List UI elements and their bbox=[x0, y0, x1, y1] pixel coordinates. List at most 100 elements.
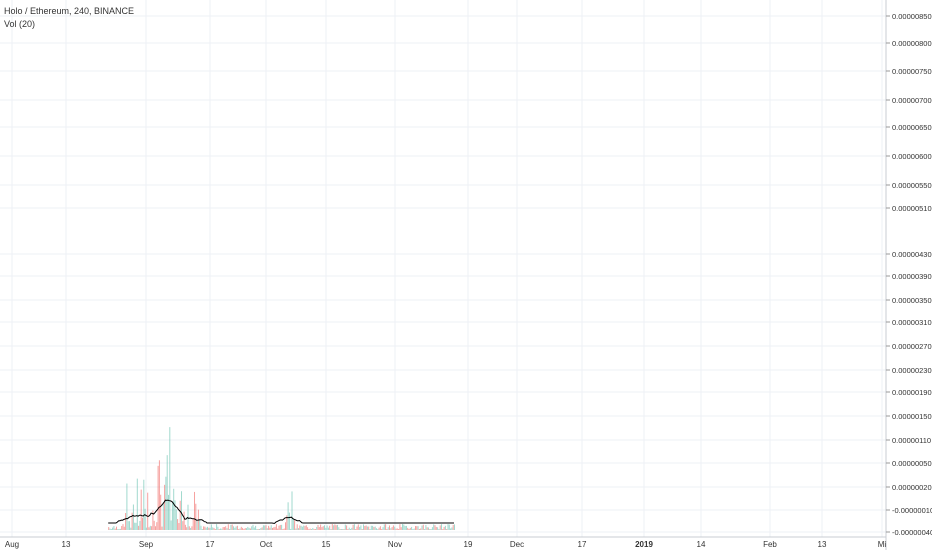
volume-bar bbox=[381, 528, 383, 530]
volume-bar bbox=[233, 526, 235, 530]
volume-bar bbox=[257, 529, 259, 530]
volume-bar bbox=[272, 527, 274, 530]
volume-bar bbox=[227, 524, 229, 530]
volume-bar bbox=[348, 527, 350, 530]
volume-bar bbox=[212, 527, 214, 530]
volume-bar bbox=[359, 526, 361, 530]
volume-bar bbox=[131, 512, 133, 530]
volume-bar bbox=[261, 527, 263, 530]
volume-bar bbox=[217, 526, 219, 530]
volume-bar bbox=[183, 511, 185, 530]
volume-bar bbox=[431, 527, 433, 530]
volume-bar bbox=[444, 525, 446, 530]
price-tick-label: 0.00000150 bbox=[892, 412, 932, 421]
volume-bar bbox=[369, 529, 371, 530]
volume-bar bbox=[448, 524, 450, 530]
volume-bar bbox=[169, 427, 171, 530]
volume-bar bbox=[308, 529, 310, 530]
volume-bar bbox=[127, 521, 129, 530]
volume-bar bbox=[399, 524, 401, 530]
price-tick-label: 0.00000020 bbox=[892, 483, 932, 492]
price-tick-label: 0.00000750 bbox=[892, 67, 932, 76]
volume-bar bbox=[446, 529, 448, 530]
volume-bar bbox=[327, 527, 329, 530]
volume-bar bbox=[441, 524, 443, 530]
volume-bar bbox=[223, 527, 225, 530]
volume-bar bbox=[144, 508, 146, 530]
time-tick-label: Aug bbox=[5, 540, 19, 549]
volume-bar bbox=[126, 483, 128, 530]
volume-bar bbox=[307, 527, 309, 530]
volume-bar bbox=[286, 515, 288, 530]
volume-bar bbox=[390, 528, 392, 530]
volume-bar bbox=[161, 526, 163, 530]
volume-bar bbox=[402, 524, 404, 530]
volume-bar bbox=[438, 529, 440, 530]
volume-bar bbox=[337, 524, 339, 530]
volume-bar bbox=[405, 525, 407, 530]
volume-bar bbox=[268, 525, 270, 530]
price-tick-label: 0.00000350 bbox=[892, 296, 932, 305]
volume-bar bbox=[251, 526, 253, 530]
volume-bar bbox=[290, 528, 292, 530]
volume-bar bbox=[207, 526, 209, 530]
price-tick-label: 0.00000650 bbox=[892, 123, 932, 132]
volume-bar bbox=[331, 524, 333, 530]
volume-bar bbox=[370, 525, 372, 530]
volume-bar bbox=[338, 527, 340, 530]
volume-bar bbox=[130, 527, 132, 530]
volume-bar bbox=[351, 527, 353, 530]
volume-bar bbox=[389, 525, 391, 530]
volume-bar bbox=[408, 529, 410, 530]
price-tick-label: 0.00000230 bbox=[892, 366, 932, 375]
time-tick-label: 17 bbox=[578, 540, 587, 549]
chart-legend: Holo / Ethereum, 240, BINANCE Vol (20) bbox=[4, 5, 134, 31]
volume-bar bbox=[231, 524, 233, 530]
volume-bar bbox=[452, 524, 454, 530]
volume-bar bbox=[177, 519, 179, 530]
volume-bar bbox=[312, 527, 314, 530]
volume-bar bbox=[420, 528, 422, 530]
volume-bar bbox=[229, 529, 231, 530]
price-tick-label: -0.00000040 bbox=[892, 528, 932, 537]
volume-bar bbox=[392, 525, 394, 530]
volume-bar bbox=[285, 522, 287, 530]
time-tick-label: 15 bbox=[322, 540, 331, 549]
volume-bar bbox=[264, 525, 266, 530]
volume-bar bbox=[117, 529, 119, 530]
volume-bar bbox=[400, 527, 402, 530]
volume-bar bbox=[246, 528, 248, 530]
volume-bar bbox=[404, 525, 406, 530]
volume-bar bbox=[121, 525, 123, 530]
volume-bar bbox=[403, 524, 405, 530]
volume-bar bbox=[236, 525, 238, 530]
volume-bar bbox=[355, 529, 357, 530]
chart-title[interactable]: Holo / Ethereum, 240, BINANCE bbox=[4, 6, 135, 16]
volume-bar bbox=[295, 528, 297, 530]
volume-bar bbox=[339, 529, 341, 530]
volume-bar bbox=[325, 527, 327, 530]
volume-bar bbox=[256, 529, 258, 530]
volume-bar bbox=[294, 519, 296, 530]
volume-bar bbox=[260, 528, 262, 530]
volume-bar bbox=[281, 524, 283, 530]
volume-bar bbox=[123, 526, 125, 530]
volume-bar bbox=[182, 521, 184, 530]
volume-bar bbox=[352, 524, 354, 530]
volume-bar bbox=[366, 526, 368, 530]
volume-bar bbox=[157, 465, 159, 530]
volume-bar bbox=[435, 526, 437, 530]
volume-bar bbox=[300, 525, 302, 530]
time-tick-label: Nov bbox=[388, 540, 402, 549]
volume-bar bbox=[282, 529, 284, 530]
volume-bar bbox=[321, 527, 323, 530]
price-tick-label: 0.00000700 bbox=[892, 96, 932, 105]
volume-bar bbox=[110, 529, 112, 530]
volume-bar bbox=[364, 525, 366, 530]
price-tick-label: 0.00000050 bbox=[892, 459, 932, 468]
price-tick-label: 0.00000190 bbox=[892, 388, 932, 397]
volume-label[interactable]: Vol (20) bbox=[4, 19, 36, 29]
volume-bar bbox=[160, 494, 162, 530]
